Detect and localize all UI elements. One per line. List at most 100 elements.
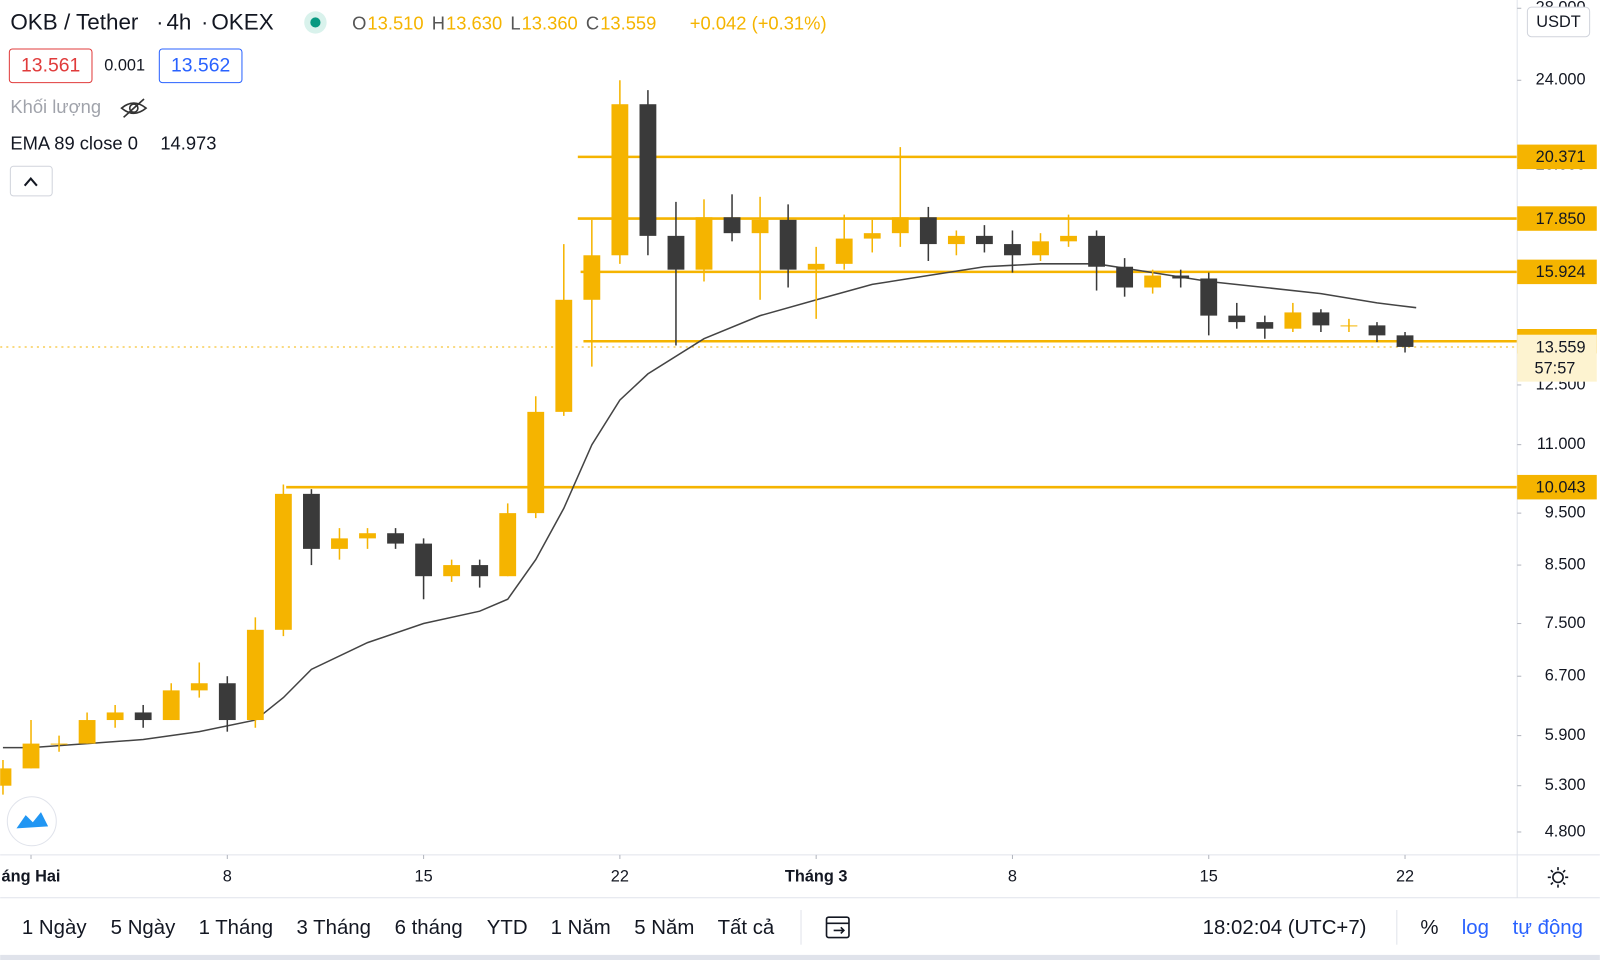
- range-button[interactable]: Tất cả: [718, 917, 775, 939]
- y-tick-label: 4.800: [1545, 822, 1586, 840]
- range-button[interactable]: 6 tháng: [395, 917, 463, 939]
- status-dot: [310, 17, 321, 28]
- candle-body: [863, 233, 881, 239]
- x-tick-label: 8: [223, 868, 232, 886]
- candle-body: [723, 217, 741, 234]
- candle-body: [919, 217, 937, 245]
- y-tick-label: 9.500: [1545, 503, 1586, 521]
- header: OKB / Tether · 4h · OKEX: [10, 9, 327, 34]
- x-tick-label: Tháng 3: [785, 868, 848, 886]
- range-button[interactable]: 1 Năm: [551, 917, 611, 939]
- candle-body: [1396, 335, 1414, 347]
- candle-body: [527, 411, 545, 514]
- candle-body: [106, 712, 124, 721]
- ohlc-value: 13.630: [446, 12, 502, 33]
- collapse-button[interactable]: [9, 165, 53, 197]
- ohlc-key: C: [586, 12, 599, 33]
- candle-body: [695, 217, 713, 270]
- y-tick-label: 5.900: [1545, 726, 1586, 744]
- candle-body: [359, 533, 376, 539]
- footer-strip: [0, 954, 1600, 960]
- price-tag: [1517, 206, 1597, 231]
- candle-body: [611, 104, 629, 256]
- range-button[interactable]: 5 Năm: [634, 917, 694, 939]
- candle-body: [779, 219, 797, 270]
- candle-body: [583, 255, 601, 300]
- exchange: OKEX: [211, 9, 273, 34]
- ohlc-value: 13.559: [600, 12, 656, 33]
- collapse-icon[interactable]: [23, 176, 38, 187]
- ohlc-key: H: [432, 12, 445, 33]
- y-tick-label: 7.500: [1545, 614, 1586, 632]
- candle-body: [1284, 312, 1302, 329]
- last-price-label: 13.559: [1536, 338, 1586, 356]
- x-tick-label: 22: [611, 868, 629, 886]
- candle-body: [415, 543, 433, 577]
- percent-button[interactable]: %: [1420, 917, 1438, 939]
- candle-body: [218, 683, 236, 721]
- ohlc-key: L: [510, 12, 520, 33]
- candle-body: [976, 235, 993, 245]
- price-tag-label: 15.924: [1536, 263, 1586, 281]
- ema-legend: EMA 89 close 0: [10, 133, 138, 154]
- bid[interactable]: 13.561: [21, 54, 80, 76]
- ema-value: 14.973: [160, 133, 216, 154]
- candle-body: [387, 533, 404, 544]
- range-button[interactable]: 5 Ngày: [111, 917, 176, 939]
- candle-body: [1312, 312, 1330, 326]
- price-tag-label: 10.043: [1536, 478, 1586, 496]
- clock: 18:02:04 (UTC+7): [1203, 917, 1367, 939]
- candle-body: [274, 493, 292, 630]
- date-range-icon[interactable]: [825, 916, 850, 939]
- candle-body: [0, 768, 12, 786]
- candle-body: [1172, 275, 1190, 279]
- ask[interactable]: 13.562: [171, 54, 230, 76]
- candle-body: [134, 712, 152, 721]
- candle-body: [1060, 235, 1077, 242]
- candle-body: [303, 493, 320, 549]
- candle-body: [78, 720, 96, 744]
- candle-body: [1144, 275, 1162, 288]
- symbol: OKB / Tether: [10, 9, 139, 34]
- range-button[interactable]: 1 Ngày: [22, 917, 87, 939]
- y-tick-label: 11.000: [1537, 435, 1586, 453]
- range-button[interactable]: YTD: [487, 917, 528, 939]
- settings-icon[interactable]: [1547, 867, 1569, 888]
- candle-body: [443, 565, 461, 577]
- ohlc-value: 13.510: [367, 12, 423, 33]
- y-tick-label: 6.700: [1545, 667, 1586, 685]
- range-button[interactable]: 1 Tháng: [199, 917, 273, 939]
- price-tag: [1517, 259, 1597, 285]
- candle-body: [499, 513, 517, 577]
- candle-body: [1256, 322, 1274, 329]
- ask-box[interactable]: [158, 48, 243, 84]
- candle-body: [1200, 278, 1218, 316]
- candle-body: [667, 235, 685, 270]
- auto-button[interactable]: tự động: [1513, 917, 1583, 939]
- range-button[interactable]: 3 Tháng: [297, 917, 371, 939]
- currency-box[interactable]: [1526, 6, 1591, 38]
- candle-body: [1032, 241, 1049, 256]
- price-tag-label: 17.850: [1536, 210, 1586, 228]
- candle-body: [555, 299, 573, 412]
- toolbar: 1 Ngày 5 Ngày 1 Tháng 3 Tháng 6 tháng YTD 1 Nă…: [22, 917, 1583, 939]
- change: +0.042 (+0.31%): [690, 12, 827, 33]
- log-button[interactable]: log: [1462, 917, 1489, 939]
- candle-body: [1004, 244, 1021, 256]
- countdown: 57:57: [1535, 360, 1576, 378]
- x-tick-label: áng Hai: [2, 868, 61, 886]
- currency[interactable]: USDT: [1536, 13, 1580, 31]
- candle-body: [639, 104, 657, 236]
- bid-box[interactable]: [8, 48, 93, 84]
- candle-body: [947, 235, 965, 245]
- candle-body: [50, 743, 68, 745]
- interval: 4h: [166, 9, 191, 34]
- candle-body: [891, 217, 909, 234]
- separator: ·: [201, 10, 208, 34]
- x-tick-label: 22: [1396, 868, 1414, 886]
- hide-icon[interactable]: [120, 98, 148, 118]
- candle-body: [1116, 266, 1134, 288]
